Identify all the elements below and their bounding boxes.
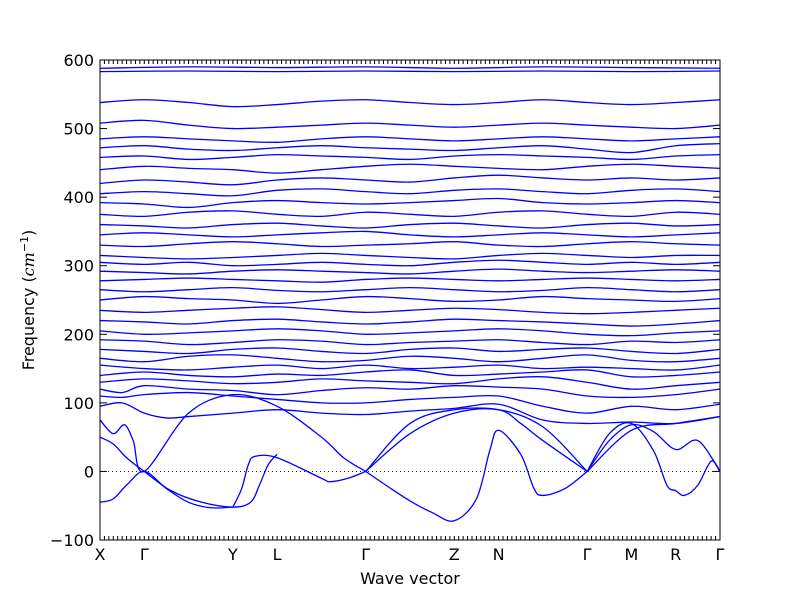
x-tick-label: N (493, 545, 505, 564)
band-branch-41 (99, 99, 721, 108)
band-branch-22 (99, 306, 721, 315)
band-branch-28 (99, 252, 721, 260)
band-branch-30 (99, 230, 721, 238)
band-branch-33 (99, 197, 721, 209)
band-branch-29 (99, 241, 721, 248)
band-branch-31 (99, 222, 721, 229)
band-branch-40 (99, 119, 721, 130)
y-tick-label: −100 (50, 531, 94, 550)
band-branch-20 (99, 328, 721, 337)
band-branch-12 (99, 391, 721, 414)
band-branch-25 (99, 277, 721, 283)
plot-frame (99, 59, 721, 541)
x-axis-title: Wave vector (360, 569, 460, 588)
y-tick-label: 400 (63, 188, 94, 207)
band-branch-6 (365, 408, 588, 472)
x-tick-label: Y (227, 545, 238, 564)
band-branch-21 (99, 318, 721, 327)
y-axis-title-close: ) (19, 230, 38, 236)
band-branch-5 (365, 429, 588, 522)
x-tick-label: Γ (583, 545, 592, 564)
band-branch-13 (99, 384, 721, 399)
band-branch-39 (99, 136, 721, 144)
band-branch-1 (99, 470, 233, 509)
band-branch-2 (99, 436, 278, 508)
y-tick-label: 0 (84, 462, 94, 481)
band-branch-27 (99, 259, 721, 267)
y-axis-title-unit: cm (19, 252, 38, 276)
x-tick-label: X (95, 545, 106, 564)
band-branch-34 (99, 188, 721, 197)
band-branch-18 (99, 347, 721, 355)
x-tick-label: Γ (716, 545, 725, 564)
band-branch-3 (99, 393, 367, 473)
band-branch-26 (99, 268, 721, 275)
x-tick-label: L (273, 545, 282, 564)
x-tick-label: R (670, 545, 681, 564)
band-branch-7 (365, 407, 588, 472)
band-branch-4 (232, 454, 366, 508)
y-tick-label: 200 (63, 325, 94, 344)
ticks-layer (99, 59, 721, 541)
band-branch-24 (99, 287, 721, 293)
band-branch-37 (99, 153, 721, 161)
x-tick-label: M (625, 545, 639, 564)
x-tick-label: Z (449, 545, 460, 564)
band-branch-42 (99, 70, 721, 73)
x-tick-label: Γ (140, 545, 149, 564)
y-axis-title-exponent: −1 (18, 236, 31, 252)
band-branch-17 (99, 354, 721, 363)
band-branch-16 (99, 364, 721, 371)
band-branch-43 (99, 66, 721, 69)
band-branch-15 (99, 369, 721, 378)
band-branch-14 (99, 376, 721, 390)
band-branches (99, 66, 721, 522)
band-branch-38 (99, 143, 721, 154)
y-axis-title-main: Frequency ( (19, 276, 38, 370)
band-branch-11 (99, 402, 721, 425)
y-axis-title: Frequency (cm−1) (18, 230, 38, 371)
x-tick-label: Γ (361, 545, 370, 564)
band-branch-19 (99, 339, 721, 346)
y-tick-label: 600 (63, 51, 94, 70)
y-tick-label: 300 (63, 257, 94, 276)
y-tick-label: 100 (63, 394, 94, 413)
y-tick-label: 500 (63, 120, 94, 139)
band-branch-36 (99, 163, 721, 174)
band-branch-23 (99, 295, 721, 305)
band-branch-32 (99, 210, 721, 218)
band-branch-8 (586, 422, 721, 497)
band-branch-35 (99, 174, 721, 186)
band-branch-9 (586, 423, 721, 472)
